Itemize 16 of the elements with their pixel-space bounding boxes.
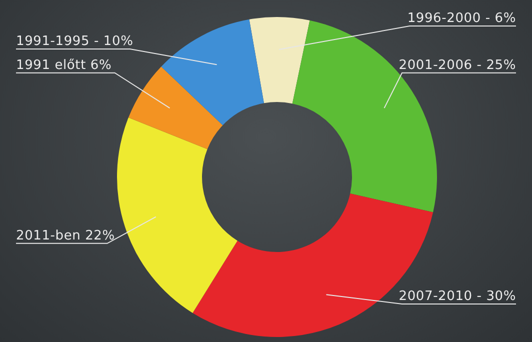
slice-label: 1991 előtt bbox=[16, 58, 86, 73]
data-label: 6% bbox=[90, 58, 112, 73]
slice-label: 1996-2000 - bbox=[407, 11, 490, 26]
donut-slice bbox=[161, 19, 264, 126]
donut-slice bbox=[249, 17, 310, 104]
data-label: 22% bbox=[85, 228, 115, 244]
slice-label: 1991-1995 - bbox=[16, 34, 99, 49]
slice-label: 2011-ben bbox=[16, 228, 81, 244]
slice-label: 2007-2010 - bbox=[398, 289, 482, 304]
data-label: 6% bbox=[494, 11, 516, 26]
data-label: 10% bbox=[103, 34, 134, 49]
data-label: 25% bbox=[486, 58, 516, 73]
donut-slice bbox=[117, 118, 238, 313]
donut-slice bbox=[128, 66, 223, 150]
data-label: 30% bbox=[486, 289, 516, 304]
slice-label: 2001-2006 - bbox=[398, 58, 482, 73]
